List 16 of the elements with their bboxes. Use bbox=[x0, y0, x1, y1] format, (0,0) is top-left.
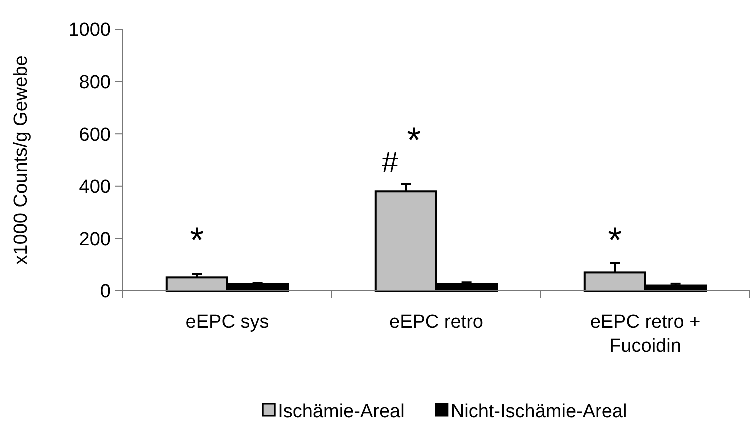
annotation: # bbox=[382, 146, 399, 180]
y-tick-label: 600 bbox=[79, 124, 111, 146]
y-axis-title: x1000 Counts/g Gewebe bbox=[11, 56, 32, 265]
legend-label: Ischämie-Areal bbox=[278, 402, 405, 423]
y-tick-label: 400 bbox=[79, 177, 111, 198]
legend-label: Nicht-Ischämie-Areal bbox=[450, 402, 628, 423]
y-tick-label: 0 bbox=[100, 282, 111, 303]
x-tick-label: eEPC retro + Fucoidin bbox=[590, 312, 701, 357]
annotation: * bbox=[190, 220, 204, 261]
y-tick-label: 1000 bbox=[68, 20, 111, 42]
y-tick-label: 200 bbox=[79, 229, 111, 250]
y-tick-label: 800 bbox=[79, 72, 111, 94]
annotation: * bbox=[407, 120, 422, 161]
x-tick-label: eEPC retro bbox=[390, 312, 484, 333]
x-tick-label: eEPC sys bbox=[186, 312, 270, 333]
annotation: * bbox=[608, 220, 622, 261]
